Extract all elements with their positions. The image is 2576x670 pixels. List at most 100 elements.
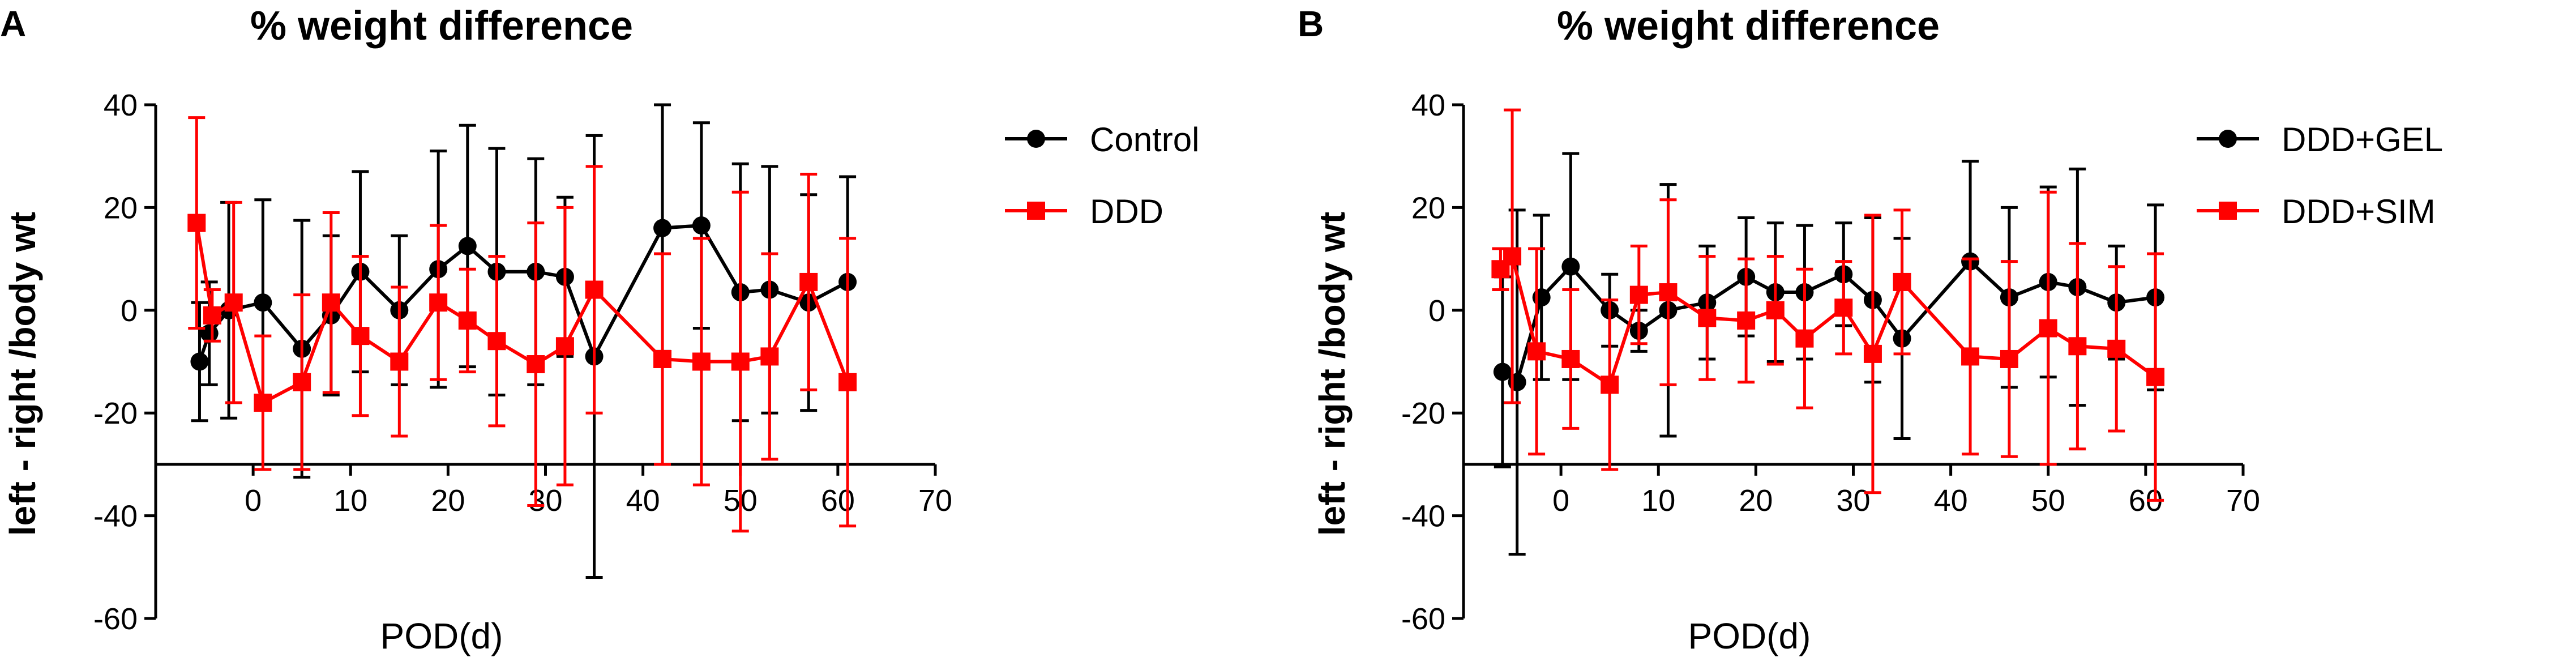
- panel-b-x-tick-label-70: 70: [2226, 484, 2260, 518]
- panel-a-series-2-point-1: [187, 214, 206, 232]
- panel-b-series-2-point-5: [1601, 375, 1619, 394]
- panel-a-series-2-point-9: [429, 293, 448, 312]
- panel-b-x-tick-label-10: 10: [1641, 484, 1675, 518]
- panel-b-x-axis-label: POD(d): [1688, 616, 1811, 656]
- panel-b-series-2-point-16: [2000, 349, 2018, 368]
- panel-a-series-layer: [187, 103, 857, 579]
- panel-b-legend-item-ddd-sim: DDD+SIM: [2197, 193, 2436, 231]
- panel-a-legend-item-control: Control: [1005, 121, 1199, 159]
- panel-a-title: % weight difference: [250, 3, 633, 49]
- panel-b-y-tick-label--20: -20: [1401, 396, 1445, 430]
- panel-b-series-2-point-12: [1834, 298, 1853, 317]
- panel-b-series-2-point-14: [1893, 272, 1911, 291]
- panel-b-series-2-point-6: [1629, 285, 1648, 304]
- panel-a-legend-label-2: DDD: [1090, 193, 1163, 231]
- panel-a-series-2-point-18: [760, 347, 779, 366]
- panel-b-series-2-point-2: [1503, 247, 1522, 266]
- panel-a-series-2-point-7: [351, 327, 370, 345]
- panel-a-y-tick-label-0: 0: [121, 294, 138, 328]
- panel-b-series-2: [1491, 108, 2165, 502]
- panel-b-series-1-point-2: [1508, 373, 1526, 391]
- panel-b-letter: B: [1298, 3, 1324, 44]
- panel-b-series-1-point-1: [1493, 362, 1512, 381]
- panel-a-series-2-point-12: [527, 355, 545, 374]
- panel-a-series-2-point-19: [799, 272, 818, 291]
- panel-b-x-tick-label-0: 0: [1552, 484, 1569, 518]
- panel-b-x-tick-label-40: 40: [1934, 484, 1968, 518]
- panel-b-y-tick-label-20: 20: [1411, 191, 1445, 225]
- panel-a-legend: Control DDD: [1005, 121, 1199, 231]
- panel-b-y-axis-label: left - right /body wt: [1312, 212, 1353, 536]
- panel-a-series-2-point-2: [203, 306, 221, 325]
- panel-b-y-tick-label--60: -60: [1401, 602, 1445, 636]
- panel-a-series-2-point-20: [838, 373, 857, 391]
- panel-a-x-tick-label-40: 40: [626, 484, 660, 518]
- panel-b-legend-swatch-marker-1: [2219, 130, 2237, 148]
- panel-a-series-2-point-16: [692, 352, 711, 371]
- panel-a-series-2-point-6: [322, 293, 340, 312]
- panel-a-y-tick-label-20: 20: [104, 191, 138, 225]
- panel-b-y-tick-label--40: -40: [1401, 500, 1445, 534]
- panel-a-legend-swatch-marker-2: [1027, 202, 1045, 220]
- panel-b-series-2-point-15: [1961, 347, 1980, 366]
- panel-b-legend-item-ddd-gel: DDD+GEL: [2197, 121, 2443, 159]
- panel-b: B % weight difference left - right /body…: [1298, 3, 2443, 656]
- panel-a-series-1-point-4: [254, 293, 272, 312]
- panel-a-series-1-point-1: [190, 352, 209, 371]
- panel-a-x-tick-label-30: 30: [528, 484, 562, 518]
- panel-a: A % weight difference left - right /body…: [0, 3, 1199, 656]
- panel-b-series-2-point-8: [1698, 309, 1717, 327]
- panel-a-x-tick-label-20: 20: [431, 484, 465, 518]
- panel-b-series-2-point-13: [1863, 344, 1882, 363]
- panel-a-x-tick-label-60: 60: [821, 484, 855, 518]
- panel-a-series-2-point-15: [653, 349, 672, 368]
- panel-b-series-1-point-3: [1532, 288, 1551, 307]
- panel-a-y-tick-label-40: 40: [104, 88, 138, 122]
- panel-b-title: % weight difference: [1557, 3, 1940, 49]
- panel-b-series-layer: [1491, 108, 2165, 556]
- panel-a-series-2-point-10: [458, 311, 477, 330]
- panel-b-legend: DDD+GEL DDD+SIM: [2197, 121, 2443, 231]
- panel-b-legend-label-2: DDD+SIM: [2282, 193, 2436, 231]
- panel-b-series-2-point-3: [1527, 342, 1546, 361]
- panel-a-series-2-point-14: [585, 280, 604, 299]
- panel-a-letter: A: [0, 3, 26, 44]
- panel-a-series-2-point-5: [293, 373, 311, 391]
- panel-b-series-2-point-4: [1561, 349, 1580, 368]
- panel-a-series-2-point-11: [487, 332, 506, 351]
- panel-a-x-tick-label-10: 10: [333, 484, 367, 518]
- panel-b-series-2-point-17: [2039, 319, 2057, 338]
- panel-a-legend-label-1: Control: [1090, 121, 1199, 159]
- panel-b-x-tick-label-20: 20: [1739, 484, 1773, 518]
- panel-a-series-2: [187, 116, 857, 533]
- panel-b-series-2-point-18: [2068, 337, 2087, 356]
- panel-a-y-tick-label--40: -40: [93, 500, 138, 534]
- panel-a-series-2-point-8: [390, 352, 409, 371]
- panel-a-y-axis-label: left - right /body wt: [2, 212, 43, 536]
- panel-b-x-tick-label-30: 30: [1836, 484, 1870, 518]
- panel-a-series-2-point-4: [254, 394, 272, 412]
- panel-a-series-1-point-15: [653, 219, 672, 237]
- panel-b-y-tick-label-40: 40: [1411, 88, 1445, 122]
- panel-a-series-1-point-10: [458, 237, 477, 255]
- panel-b-series-2-point-10: [1766, 301, 1785, 319]
- panel-b-series-2-point-20: [2146, 368, 2165, 386]
- panel-a-y-tick-label--20: -20: [93, 396, 138, 430]
- panel-a-series-2-point-3: [224, 293, 243, 312]
- panel-a-y-tick-label--60: -60: [93, 602, 138, 636]
- panel-b-series-1-line: [1501, 259, 2156, 384]
- panel-b-series-2-point-9: [1737, 311, 1756, 330]
- panel-a-series-2-point-13: [555, 337, 574, 356]
- panel-a-x-tick-label-70: 70: [918, 484, 952, 518]
- panel-b-series-2-point-11: [1795, 329, 1814, 348]
- panel-b-legend-label-1: DDD+GEL: [2282, 121, 2443, 159]
- panel-b-y-tick-label-0: 0: [1428, 294, 1445, 328]
- panel-a-series-1-point-16: [692, 216, 711, 235]
- panel-a-series-1-line: [198, 224, 849, 362]
- panel-a-legend-swatch-marker-1: [1027, 130, 1045, 148]
- panel-b-legend-swatch-marker-2: [2219, 202, 2237, 220]
- panel-a-x-tick-label-0: 0: [245, 484, 262, 518]
